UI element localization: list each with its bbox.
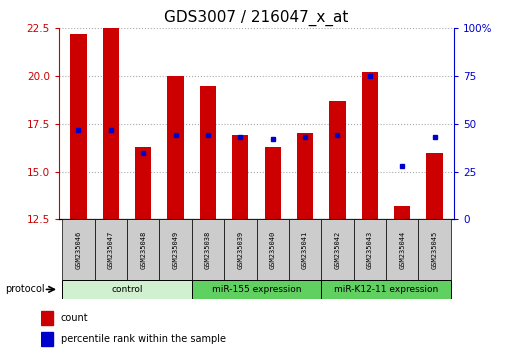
Bar <box>329 101 346 219</box>
Text: percentile rank within the sample: percentile rank within the sample <box>61 334 226 344</box>
Bar <box>426 153 443 219</box>
Text: GSM235047: GSM235047 <box>108 230 114 269</box>
Text: GSM235038: GSM235038 <box>205 230 211 269</box>
Text: control: control <box>111 285 143 294</box>
Bar <box>224 219 256 280</box>
Bar <box>160 219 192 280</box>
Text: GSM235042: GSM235042 <box>334 230 341 269</box>
Bar <box>394 206 410 219</box>
Bar <box>62 219 94 280</box>
Bar <box>135 147 151 219</box>
Bar <box>265 147 281 219</box>
Text: GSM235044: GSM235044 <box>399 230 405 269</box>
Text: GSM235039: GSM235039 <box>238 230 243 269</box>
Bar <box>289 219 321 280</box>
Text: miR-155 expression: miR-155 expression <box>212 285 301 294</box>
Text: GSM235049: GSM235049 <box>172 230 179 269</box>
Bar <box>192 219 224 280</box>
Title: GDS3007 / 216047_x_at: GDS3007 / 216047_x_at <box>164 9 349 25</box>
Bar <box>192 280 321 299</box>
Bar <box>103 28 119 219</box>
Bar <box>232 135 248 219</box>
Text: GSM235048: GSM235048 <box>140 230 146 269</box>
Bar <box>362 72 378 219</box>
Bar <box>321 280 451 299</box>
Bar <box>353 219 386 280</box>
Text: GSM235046: GSM235046 <box>75 230 82 269</box>
Bar <box>70 34 87 219</box>
Bar <box>256 219 289 280</box>
Text: GSM235045: GSM235045 <box>431 230 438 269</box>
Bar <box>297 133 313 219</box>
Text: protocol: protocol <box>5 284 45 294</box>
Text: miR-K12-11 expression: miR-K12-11 expression <box>334 285 438 294</box>
Text: GSM235043: GSM235043 <box>367 230 373 269</box>
Text: GSM235040: GSM235040 <box>270 230 275 269</box>
Bar <box>41 312 53 325</box>
Bar <box>167 76 184 219</box>
Bar <box>94 219 127 280</box>
Text: GSM235041: GSM235041 <box>302 230 308 269</box>
Text: count: count <box>61 313 88 323</box>
Bar <box>41 332 53 346</box>
Bar <box>200 86 216 219</box>
Bar <box>419 219 451 280</box>
Bar <box>386 219 419 280</box>
Bar <box>321 219 353 280</box>
Bar <box>127 219 160 280</box>
Bar <box>62 280 192 299</box>
